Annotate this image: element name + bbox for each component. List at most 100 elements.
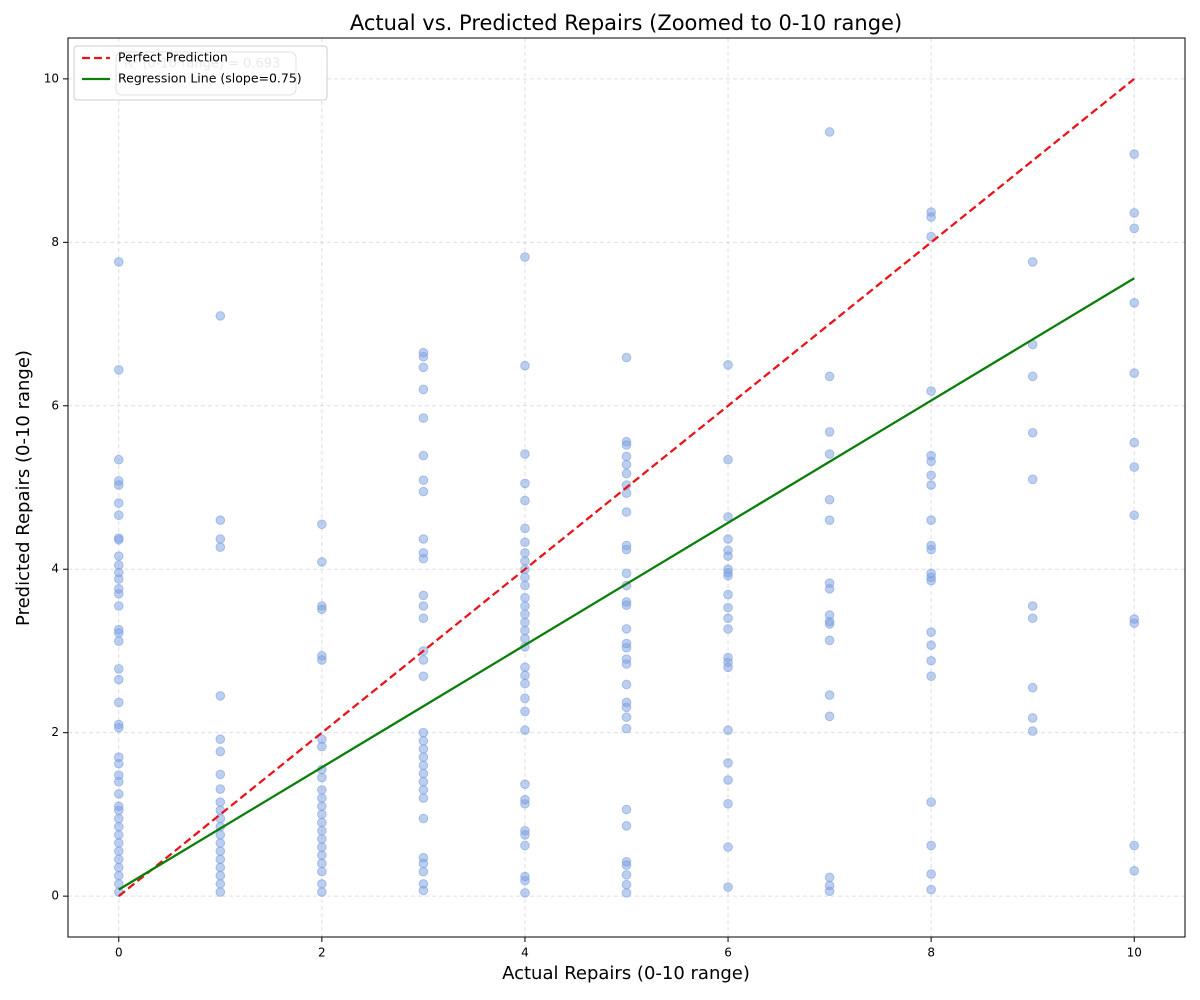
- scatter-point: [926, 480, 936, 490]
- scatter-point: [418, 601, 429, 611]
- scatter-point: [723, 624, 733, 634]
- scatter-point: [418, 793, 429, 803]
- scatter-point: [215, 846, 226, 856]
- y-tick-label: 2: [51, 725, 59, 739]
- scatter-point: [723, 602, 733, 613]
- scatter-point: [723, 551, 733, 561]
- scatter-point: [113, 854, 124, 865]
- scatter-point: [520, 449, 530, 459]
- scatter-point: [520, 601, 530, 611]
- scatter-point: [215, 887, 226, 897]
- scatter-point: [520, 548, 530, 558]
- scatter-point: [723, 613, 733, 624]
- scatter-point: [418, 671, 429, 682]
- scatter-point: [1129, 297, 1140, 308]
- scatter-point: [926, 671, 936, 682]
- y-tick-label: 4: [51, 562, 59, 576]
- scatter-point: [113, 789, 124, 799]
- scatter-point: [520, 888, 530, 898]
- scatter-point: [317, 817, 327, 828]
- scatter-point: [418, 785, 429, 795]
- scatter-point: [520, 593, 530, 603]
- scatter-point: [418, 384, 429, 395]
- scatter-point: [113, 454, 124, 465]
- scatter-point: [621, 702, 632, 713]
- scatter-point: [621, 712, 632, 722]
- scatter-point: [520, 662, 530, 673]
- scatter-point: [621, 488, 632, 499]
- scatter-point: [1129, 866, 1140, 876]
- scatter-point: [621, 507, 632, 517]
- series-line: [118, 77, 1135, 898]
- scatter-point: [317, 655, 327, 665]
- scatter-point: [926, 231, 936, 242]
- scatter-point: [824, 584, 835, 594]
- scatter-point: [520, 572, 530, 583]
- scatter-point: [317, 772, 327, 783]
- scatter-point: [113, 498, 124, 508]
- scatter-point: [113, 830, 124, 840]
- scatter-point: [113, 674, 124, 685]
- scatter-point: [723, 775, 733, 785]
- scatter-point: [418, 885, 429, 896]
- scatter-point: [621, 544, 632, 555]
- scatter-point: [113, 697, 124, 708]
- scatter-point: [1027, 613, 1038, 624]
- scatter-point: [1129, 208, 1140, 218]
- scatter-point: [418, 776, 429, 787]
- scatter-point: [215, 542, 226, 552]
- scatter-point: [1027, 713, 1038, 723]
- scatter-point: [1129, 149, 1140, 159]
- scatter-point: [926, 884, 936, 895]
- scatter-point: [1027, 371, 1038, 382]
- scatter-point: [215, 311, 226, 321]
- scatter-point: [723, 758, 733, 768]
- scatter-point: [215, 734, 226, 745]
- scatter-point: [824, 635, 835, 646]
- x-tick-label: 2: [318, 946, 326, 960]
- plot-frame: [67, 37, 1186, 938]
- scatter-point: [317, 519, 327, 530]
- scatter-point: [317, 825, 327, 836]
- scatter-point: [317, 793, 327, 803]
- scatter-point: [1027, 726, 1038, 736]
- scatter-point: [621, 624, 632, 634]
- scatter-point: [215, 879, 226, 889]
- scatter-point: [520, 798, 530, 809]
- scatter-point: [418, 858, 429, 869]
- scatter-point: [824, 494, 835, 505]
- scatter-point: [926, 640, 936, 651]
- scatter-point: [1129, 462, 1140, 472]
- scatter-point: [621, 468, 632, 479]
- scatter-point: [926, 627, 936, 637]
- scatter-point: [621, 821, 632, 831]
- scatter-point: [215, 838, 226, 848]
- scatter-point: [926, 544, 936, 555]
- scatter-point: [418, 744, 429, 754]
- scatter-point: [215, 534, 226, 544]
- scatter-point: [113, 551, 124, 561]
- scatter-point: [418, 655, 429, 665]
- scatter-point: [113, 535, 124, 545]
- scatter-point: [418, 752, 429, 763]
- scatter-point: [418, 866, 429, 877]
- scatter-point: [926, 655, 936, 666]
- scatter-point: [1027, 601, 1038, 611]
- scatter-point: [621, 888, 632, 898]
- scatter-point: [621, 659, 632, 669]
- scatter-point: [113, 838, 124, 848]
- scatter-point: [418, 362, 429, 373]
- scatter-point: [520, 678, 530, 689]
- scatter-point: [317, 887, 327, 897]
- scatter-point: [520, 360, 530, 371]
- scatter-point: [520, 625, 530, 636]
- scatter-point: [317, 741, 327, 752]
- scatter-point: [113, 862, 124, 873]
- scatter-point: [215, 862, 226, 873]
- scatter-point: [215, 515, 226, 525]
- scatter-point: [418, 475, 429, 485]
- scatter-point: [723, 534, 733, 544]
- scatter-point: [1129, 368, 1140, 378]
